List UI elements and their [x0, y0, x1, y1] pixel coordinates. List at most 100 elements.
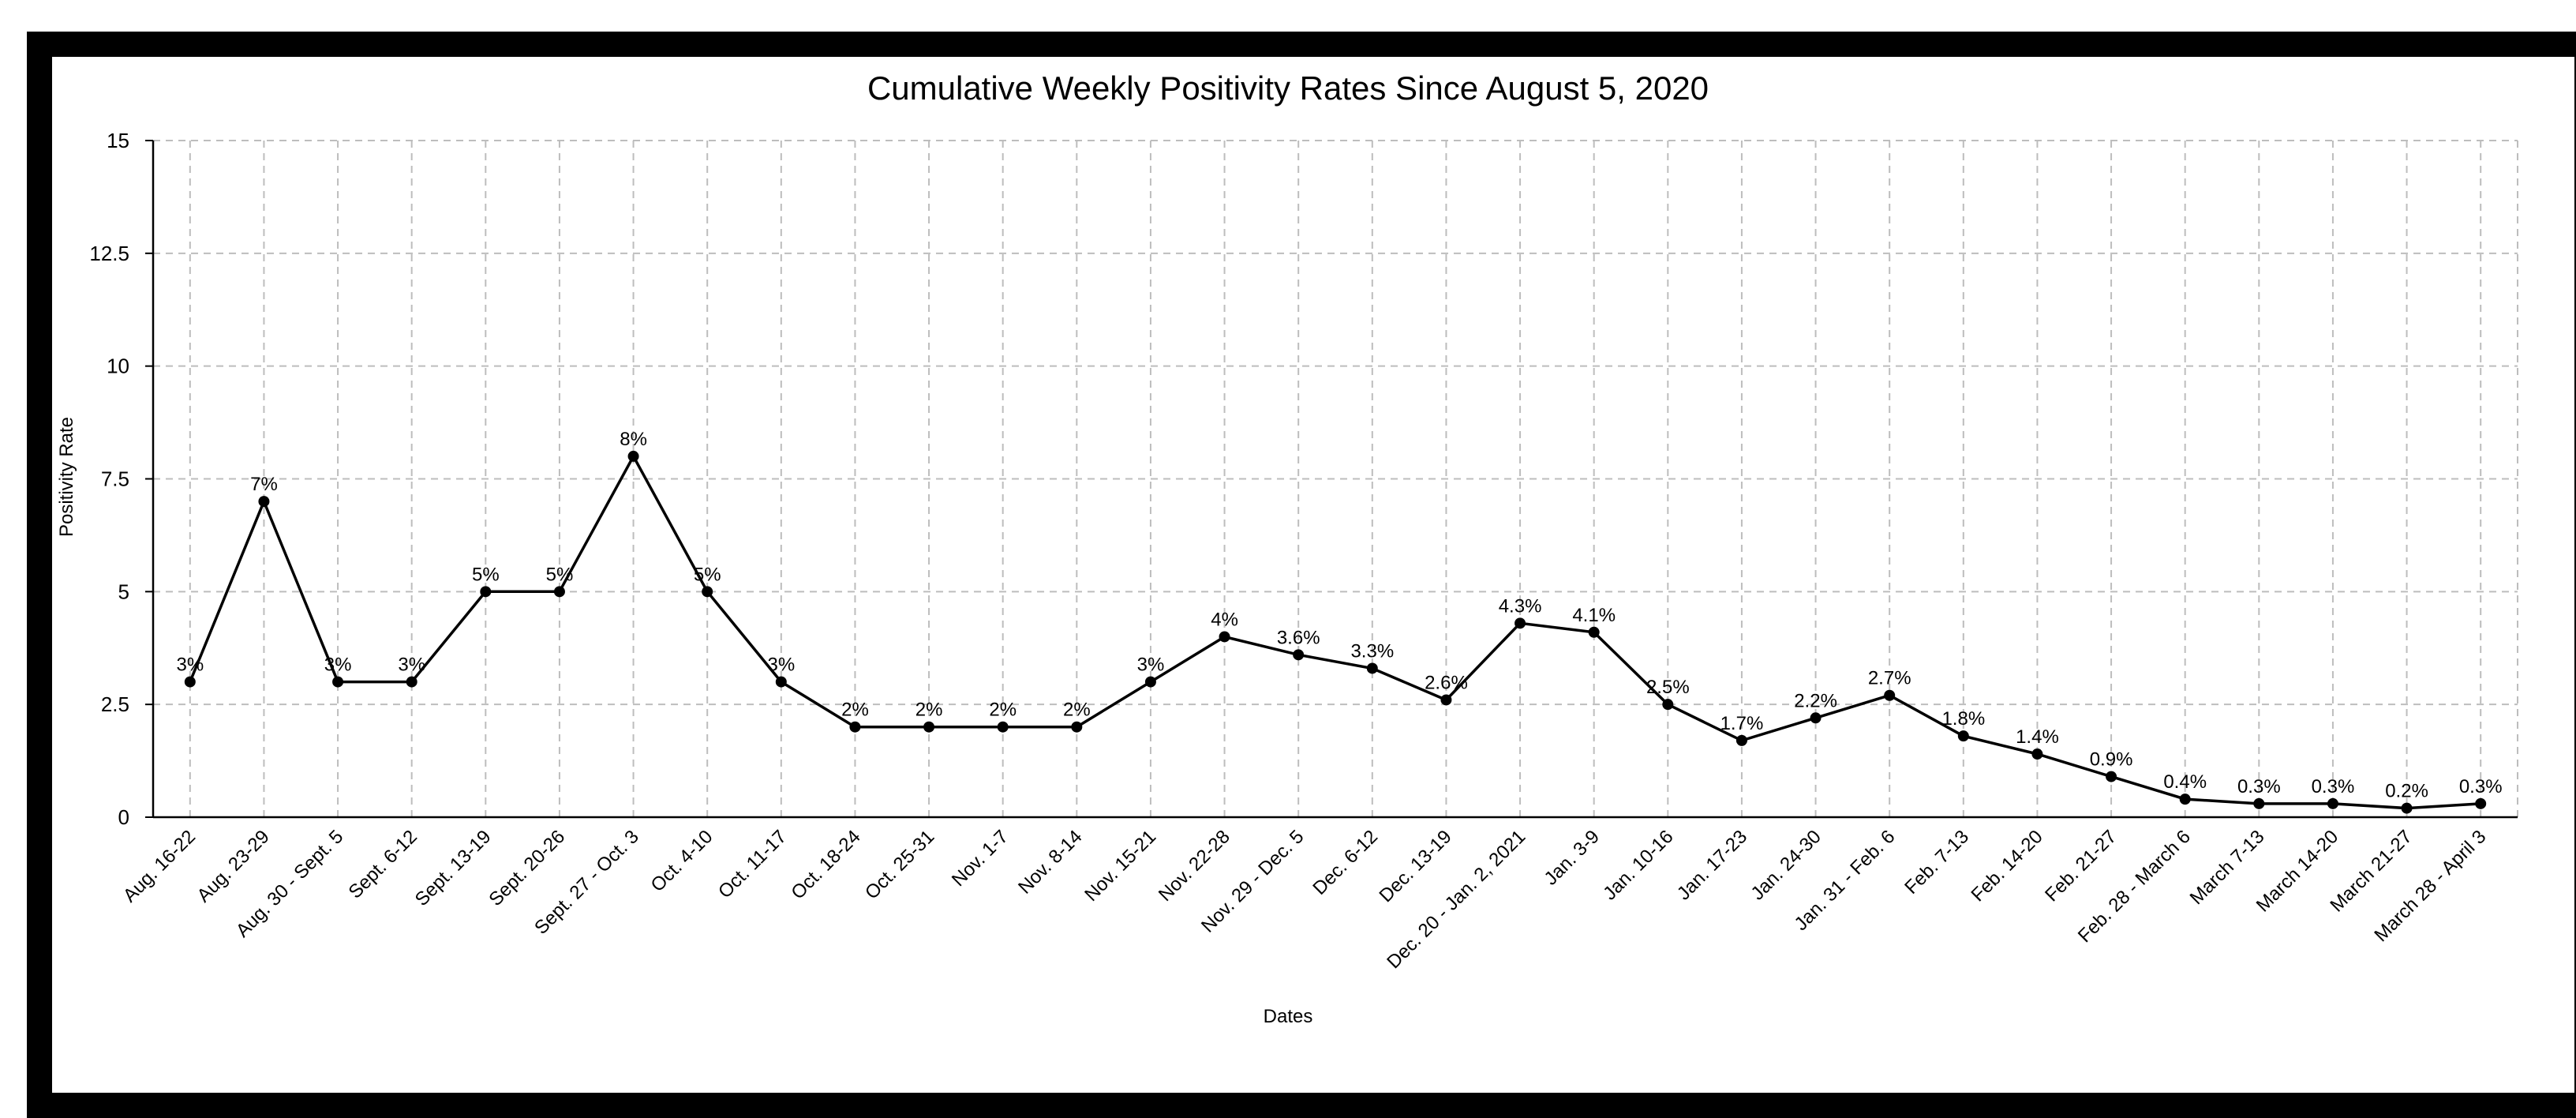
data-label: 4%: [1211, 609, 1238, 630]
x-tick-label: Feb. 7-13: [1900, 826, 1973, 899]
x-tick-label: Aug. 23-29: [193, 826, 274, 906]
x-tick-label: Jan. 24-30: [1747, 826, 1825, 904]
data-label: 2.7%: [1868, 668, 1911, 689]
x-tick-label: Feb. 21-27: [2041, 826, 2121, 906]
data-point: [923, 721, 935, 733]
data-point: [1219, 631, 1230, 643]
y-tick-labels: 0 2.5 5 7.5 10 12.5 15: [89, 129, 129, 829]
data-point: [775, 676, 787, 688]
data-label: 3%: [767, 655, 795, 676]
x-tick-label: Oct. 18-24: [787, 826, 864, 903]
data-label: 7%: [250, 474, 278, 495]
data-label: 3%: [1137, 655, 1165, 676]
data-label: 0.4%: [2163, 771, 2207, 793]
y-tick-label: 5: [118, 580, 129, 603]
chart-frame: [27, 32, 2576, 1118]
data-label: 0.9%: [2090, 749, 2133, 771]
data-labels: 3% 7% 3% 3% 5% 5% 8% 5% 3% 2% 2% 2% 2% 3% 4% 3.6% 3.3% 2.…: [176, 429, 2502, 802]
x-tick-label: Oct. 11-17: [714, 826, 791, 902]
data-label: 4.1%: [1572, 605, 1616, 626]
data-point: [1071, 721, 1083, 733]
data-point: [2031, 748, 2043, 760]
data-label: 5%: [694, 564, 721, 585]
data-label: 3.3%: [1350, 640, 1394, 662]
series-line: [189, 453, 2481, 810]
data-label: 2%: [989, 700, 1017, 721]
x-tick-label: Nov. 8-14: [1014, 826, 1086, 898]
data-label: 4.3%: [1499, 595, 1542, 617]
y-tick-label: 12.5: [89, 242, 129, 265]
grid-lines: [153, 140, 2518, 817]
x-tick-label: Oct. 25-31: [861, 826, 938, 903]
data-label: 5%: [472, 564, 500, 585]
y-tick-label: 10: [107, 355, 129, 378]
data-label: 0.3%: [2312, 776, 2355, 797]
y-tick-label: 15: [107, 129, 129, 152]
x-tick-label: Nov. 22-28: [1155, 826, 1234, 906]
data-point: [2253, 797, 2265, 809]
data-label: 2.5%: [1646, 677, 1690, 698]
x-tick-label: Aug. 16-22: [119, 826, 200, 906]
data-label: 3%: [324, 655, 352, 676]
data-label: 3.6%: [1277, 627, 1320, 648]
x-tick-label: Dec. 6-12: [1309, 826, 1382, 899]
data-point: [480, 586, 492, 598]
x-tick-label: Sept. 6-12: [345, 826, 421, 902]
data-point: [1293, 649, 1305, 661]
x-tick-label: Dec. 20 - Jan. 2, 2021: [1383, 826, 1530, 973]
x-axis-label: Dates: [1264, 1006, 1313, 1027]
data-label: 0.2%: [2385, 781, 2428, 802]
data-label: 5%: [546, 564, 574, 585]
data-point: [332, 676, 344, 688]
data-label: 1.4%: [2016, 726, 2059, 748]
data-label: 2%: [1063, 700, 1091, 721]
data-points: [184, 450, 2487, 814]
data-point: [2401, 802, 2413, 814]
data-point: [1144, 676, 1156, 688]
data-point: [1884, 689, 1896, 701]
axes: [145, 140, 2518, 819]
data-point: [553, 586, 565, 598]
x-tick-label: Nov. 15-21: [1080, 826, 1160, 906]
data-label: 1.7%: [1720, 713, 1764, 734]
x-tick-label: Oct. 4-10: [647, 826, 717, 896]
data-point: [2106, 771, 2117, 782]
data-point: [1957, 730, 1969, 742]
data-point: [702, 586, 713, 598]
data-point: [184, 676, 196, 688]
x-tick-label: Nov. 1-7: [948, 826, 1013, 891]
data-point: [1588, 626, 1600, 638]
data-label: 8%: [620, 429, 647, 450]
data-point: [1515, 617, 1526, 629]
data-point: [406, 676, 417, 688]
y-tick-label: 2.5: [101, 692, 129, 716]
x-tick-label: Jan. 10-16: [1599, 826, 1677, 904]
data-point: [1366, 662, 1378, 674]
data-label: 2%: [841, 700, 869, 721]
data-label: 1.8%: [1941, 708, 1985, 730]
x-tick-label: Dec. 13-19: [1376, 826, 1456, 906]
y-tick-label: 7.5: [101, 467, 129, 491]
data-label: 0.3%: [2459, 776, 2503, 797]
y-tick-label: 0: [118, 805, 129, 829]
x-tick-label: Jan. 17-23: [1673, 826, 1751, 904]
chart-title: Cumulative Weekly Positivity Rates Since…: [867, 69, 1709, 107]
data-label: 3%: [176, 655, 204, 676]
data-label: 2.2%: [1794, 690, 1837, 711]
x-tick-label: Sept. 13-19: [411, 826, 496, 910]
data-point: [1440, 694, 1452, 706]
data-point: [2327, 797, 2338, 809]
x-tick-label: Feb. 14-20: [1968, 826, 2047, 906]
data-label: 2.6%: [1425, 672, 1468, 693]
data-point: [997, 721, 1009, 733]
y-axis-label: Positivity Rate: [56, 417, 77, 537]
data-label: 0.3%: [2237, 776, 2281, 797]
x-tick-label: Jan. 3-9: [1541, 826, 1604, 889]
data-point: [1810, 712, 1822, 724]
data-label: 3%: [398, 655, 425, 676]
data-point: [2179, 793, 2191, 805]
data-point: [1662, 699, 1674, 711]
data-label: 2%: [915, 700, 943, 721]
